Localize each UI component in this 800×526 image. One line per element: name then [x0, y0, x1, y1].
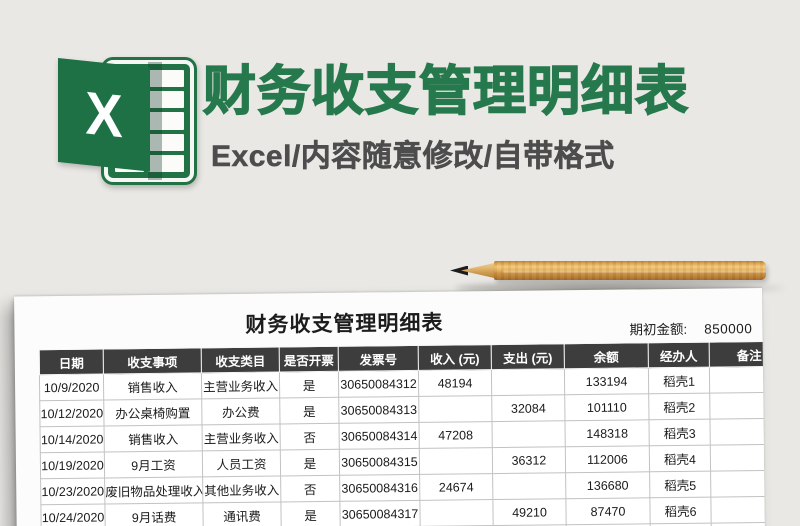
- column-header: 收入 (元): [418, 344, 492, 371]
- cell: [491, 368, 565, 396]
- brand-subtitle: Excel/内容随意修改/自带格式: [211, 140, 615, 174]
- cell: 是: [279, 397, 340, 424]
- cell: 48194: [418, 369, 492, 397]
- cell: 否: [280, 475, 340, 502]
- brand-title: 财务收支管理明细表: [202, 61, 689, 122]
- cell: 通讯费: [202, 501, 282, 526]
- cell: 36312: [492, 446, 566, 474]
- cell: [491, 420, 566, 448]
- cell: [709, 392, 766, 420]
- cell: [709, 366, 766, 394]
- cell: 30650084316: [339, 474, 420, 502]
- cell: [709, 418, 766, 446]
- column-header: 余额: [564, 342, 649, 369]
- excel-x-panel: X: [58, 58, 150, 172]
- cell: [710, 496, 766, 524]
- cell: 销售收入: [103, 372, 202, 400]
- cell: 30650084314: [339, 422, 420, 450]
- cell: 24674: [419, 473, 493, 501]
- cell: 112006: [565, 445, 650, 473]
- logo-fold-shadow: [148, 62, 162, 180]
- column-header: 收支类目: [201, 346, 280, 373]
- cell: 销售收入: [104, 424, 203, 452]
- cell: [711, 522, 766, 526]
- cell: 10/19/2020: [40, 451, 105, 479]
- cell: 30650084317: [339, 500, 421, 526]
- cell: 主营业务收入: [201, 371, 280, 399]
- column-header: 收支事项: [103, 347, 202, 374]
- cell: 10/23/2020: [40, 477, 105, 505]
- cell: 9月工资: [104, 450, 203, 478]
- cell: 32084: [491, 394, 565, 422]
- cell: 10/9/2020: [39, 373, 104, 401]
- pencil-body: [494, 261, 766, 280]
- cell: 人员工资: [202, 449, 281, 477]
- cell: 办公费: [201, 397, 281, 425]
- cell: 稻壳2: [648, 393, 710, 420]
- cell: 是: [280, 449, 340, 476]
- cell: 10/14/2020: [40, 425, 105, 453]
- cell: 49210: [492, 498, 567, 526]
- cell: 47208: [419, 421, 493, 449]
- cell: [419, 447, 493, 475]
- cell: 10/24/2020: [40, 503, 106, 526]
- column-header: 备注: [709, 341, 766, 368]
- cell: 30650084313: [338, 396, 420, 424]
- cell: [419, 499, 494, 526]
- sheet-title: 财务收支管理明细表: [245, 311, 444, 337]
- pencil-graphite-tip: [450, 265, 468, 276]
- expense-table: 日期 收支事项 收支类目 是否开票 发票号 收入 (元) 支出 (元) 余额 经办人 备注 10/…: [39, 341, 766, 526]
- cell: 9月话费: [104, 502, 204, 526]
- cell: 废旧物品处理收入: [104, 476, 203, 504]
- cell: [710, 470, 766, 498]
- initial-amount: 期初金额: 850000: [629, 317, 752, 338]
- cell: 办公桌椅购置: [103, 398, 203, 426]
- cell: [418, 395, 492, 423]
- paper-sheet: 财务收支管理明细表 期初金额: 850000 日期 收支事项 收支类目 是否开票 发票号收…: [14, 288, 766, 526]
- column-header: 经办人: [648, 342, 710, 368]
- cell: 稻壳4: [649, 445, 711, 472]
- cell: 101110: [564, 393, 649, 421]
- cell: [710, 444, 766, 472]
- cell: 稻壳6: [649, 497, 712, 524]
- cell: 30650084312: [338, 370, 419, 398]
- cell: 否: [280, 423, 340, 450]
- cell: 是: [279, 371, 339, 398]
- initial-amount-value: 850000: [704, 321, 753, 337]
- cell: 87470: [565, 497, 651, 525]
- cell: 是: [280, 501, 341, 526]
- column-header: 支出 (元): [491, 343, 565, 370]
- brand-banner: X 财务收支管理明细表 Excel/内容随意修改/自带格式: [0, 0, 800, 230]
- column-header: 发票号: [338, 345, 419, 372]
- initial-amount-label: 期初金额:: [629, 321, 688, 338]
- column-header: 日期: [39, 348, 104, 375]
- cell: 其他业务收入: [202, 475, 281, 503]
- cell: 136680: [565, 471, 650, 499]
- cell: 10/12/2020: [39, 399, 105, 427]
- cell: 148318: [564, 419, 650, 447]
- table-body: 10/9/2020 销售收入 主营业务收入是 30650084312 48194 1331…: [39, 366, 766, 526]
- column-header: 是否开票: [279, 346, 339, 372]
- cell: 稻壳5: [649, 471, 711, 498]
- cell: 133194: [564, 367, 649, 395]
- cell: 30650084315: [339, 448, 420, 476]
- cell: 稻壳1: [648, 367, 710, 394]
- cell: 稻壳3: [648, 419, 711, 446]
- excel-logo: X: [58, 56, 198, 192]
- cell: 主营业务收入: [202, 423, 281, 451]
- cell: [492, 472, 566, 500]
- excel-x-letter: X: [85, 78, 123, 151]
